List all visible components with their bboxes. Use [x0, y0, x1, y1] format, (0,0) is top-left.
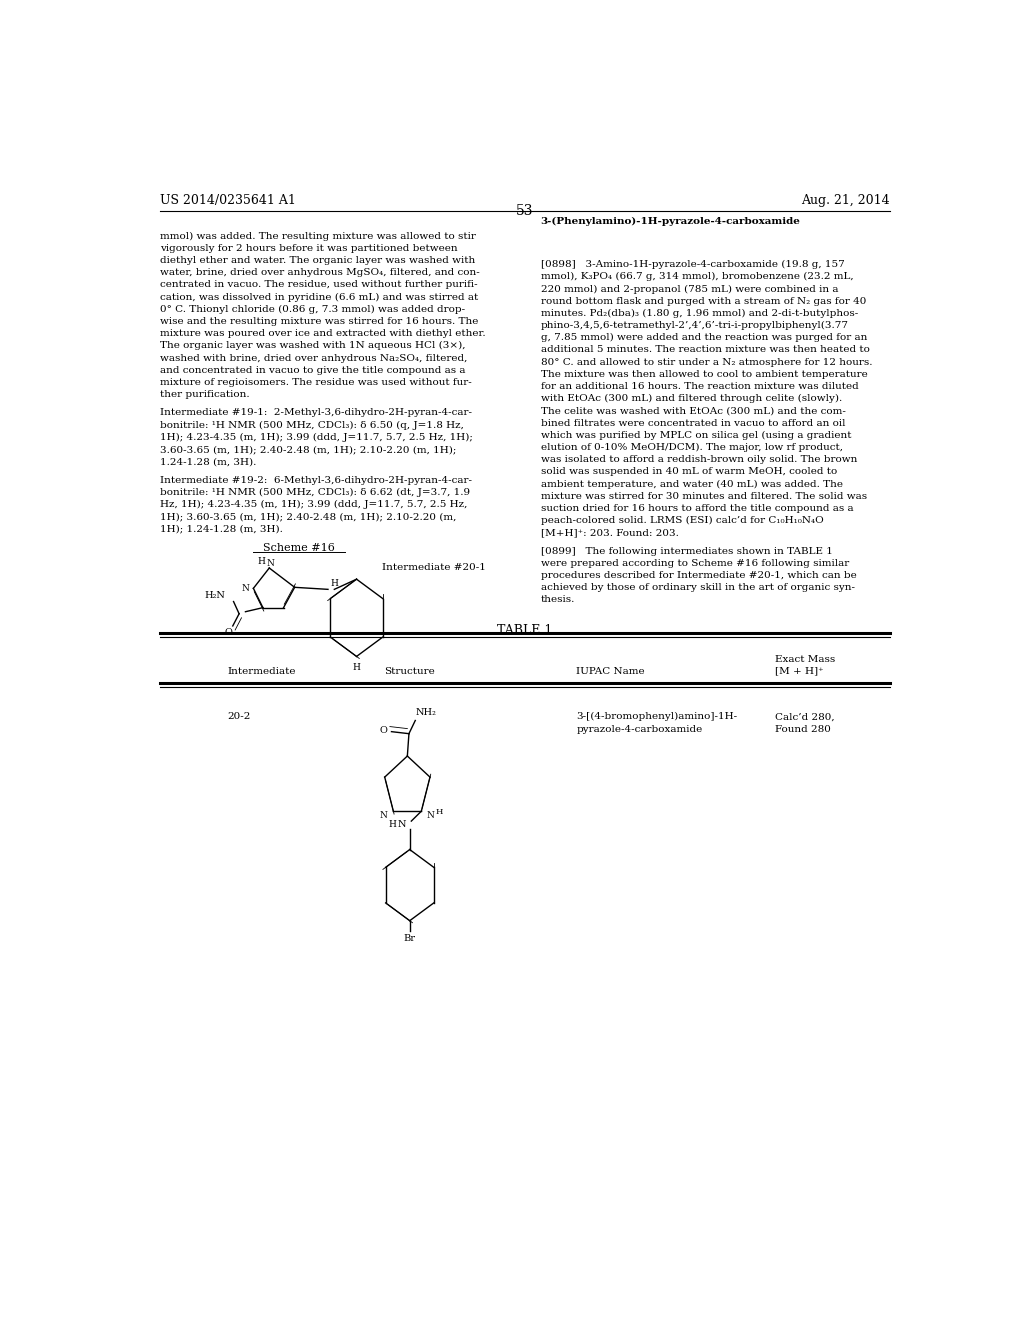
Text: bonitrile: ¹H NMR (500 MHz, CDCl₃): δ 6.50 (q, J=1.8 Hz,: bonitrile: ¹H NMR (500 MHz, CDCl₃): δ 6.…: [160, 421, 464, 430]
Text: suction dried for 16 hours to afford the title compound as a: suction dried for 16 hours to afford the…: [541, 504, 853, 513]
Text: for an additional 16 hours. The reaction mixture was diluted: for an additional 16 hours. The reaction…: [541, 381, 858, 391]
Text: O: O: [225, 627, 232, 636]
Text: 1H); 3.60-3.65 (m, 1H); 2.40-2.48 (m, 1H); 2.10-2.20 (m,: 1H); 3.60-3.65 (m, 1H); 2.40-2.48 (m, 1H…: [160, 512, 456, 521]
Text: 3.60-3.65 (m, 1H); 2.40-2.48 (m, 1H); 2.10-2.20 (m, 1H);: 3.60-3.65 (m, 1H); 2.40-2.48 (m, 1H); 2.…: [160, 445, 456, 454]
Text: 1.24-1.28 (m, 3H).: 1.24-1.28 (m, 3H).: [160, 457, 256, 466]
Text: N: N: [380, 810, 388, 820]
Text: centrated in vacuo. The residue, used without further purifi-: centrated in vacuo. The residue, used wi…: [160, 280, 477, 289]
Text: Intermediate #20-1: Intermediate #20-1: [382, 562, 485, 572]
Text: 3-[(4-bromophenyl)amino]-1H-: 3-[(4-bromophenyl)amino]-1H-: [577, 713, 737, 722]
Text: wise and the resulting mixture was stirred for 16 hours. The: wise and the resulting mixture was stirr…: [160, 317, 478, 326]
Text: Hz, 1H); 4.23-4.35 (m, 1H); 3.99 (ddd, J=11.7, 5.7, 2.5 Hz,: Hz, 1H); 4.23-4.35 (m, 1H); 3.99 (ddd, J…: [160, 500, 467, 510]
Text: achieved by those of ordinary skill in the art of organic syn-: achieved by those of ordinary skill in t…: [541, 583, 855, 593]
Text: g, 7.85 mmol) were added and the reaction was purged for an: g, 7.85 mmol) were added and the reactio…: [541, 333, 867, 342]
Text: H: H: [435, 808, 442, 816]
Text: H: H: [388, 820, 396, 829]
Text: cation, was dissolved in pyridine (6.6 mL) and was stirred at: cation, was dissolved in pyridine (6.6 m…: [160, 293, 478, 302]
Text: H: H: [352, 663, 360, 672]
Text: H: H: [331, 578, 338, 587]
Text: vigorously for 2 hours before it was partitioned between: vigorously for 2 hours before it was par…: [160, 244, 458, 252]
Text: round bottom flask and purged with a stream of N₂ gas for 40: round bottom flask and purged with a str…: [541, 297, 866, 306]
Text: 3-(Phenylamino)-1H-pyrazole-4-carboxamide: 3-(Phenylamino)-1H-pyrazole-4-carboxamid…: [541, 218, 801, 227]
Text: Br: Br: [403, 935, 416, 942]
Text: thesis.: thesis.: [541, 595, 575, 605]
Text: 80° C. and allowed to stir under a N₂ atmosphere for 12 hours.: 80° C. and allowed to stir under a N₂ at…: [541, 358, 872, 367]
Text: 53: 53: [516, 205, 534, 218]
Text: N: N: [427, 810, 435, 820]
Text: pyrazole-4-carboxamide: pyrazole-4-carboxamide: [577, 725, 702, 734]
Text: were prepared according to Scheme #16 following similar: were prepared according to Scheme #16 fo…: [541, 558, 849, 568]
Text: washed with brine, dried over anhydrous Na₂SO₄, filtered,: washed with brine, dried over anhydrous …: [160, 354, 467, 363]
Text: minutes. Pd₂(dba)₃ (1.80 g, 1.96 mmol) and 2-di-t-butylphos-: minutes. Pd₂(dba)₃ (1.80 g, 1.96 mmol) a…: [541, 309, 858, 318]
Text: phino-3,4,5,6-tetramethyl-2’,4’,6’-tri-i-propylbiphenyl(3.77: phino-3,4,5,6-tetramethyl-2’,4’,6’-tri-i…: [541, 321, 849, 330]
Text: mixture was stirred for 30 minutes and filtered. The solid was: mixture was stirred for 30 minutes and f…: [541, 492, 866, 500]
Text: ambient temperature, and water (40 mL) was added. The: ambient temperature, and water (40 mL) w…: [541, 479, 843, 488]
Text: procedures described for Intermediate #20-1, which can be: procedures described for Intermediate #2…: [541, 572, 856, 579]
Text: mmol), K₃PO₄ (66.7 g, 314 mmol), bromobenzene (23.2 mL,: mmol), K₃PO₄ (66.7 g, 314 mmol), bromobe…: [541, 272, 853, 281]
Text: Exact Mass: Exact Mass: [775, 656, 835, 664]
Text: water, brine, dried over anhydrous MgSO₄, filtered, and con-: water, brine, dried over anhydrous MgSO₄…: [160, 268, 479, 277]
Text: additional 5 minutes. The reaction mixture was then heated to: additional 5 minutes. The reaction mixtu…: [541, 346, 869, 354]
Text: H₂N: H₂N: [205, 591, 225, 601]
Text: 0° C. Thionyl chloride (0.86 g, 7.3 mmol) was added drop-: 0° C. Thionyl chloride (0.86 g, 7.3 mmol…: [160, 305, 465, 314]
Text: [0899]   The following intermediates shown in TABLE 1: [0899] The following intermediates shown…: [541, 546, 833, 556]
Text: mixture was poured over ice and extracted with diethyl ether.: mixture was poured over ice and extracte…: [160, 329, 485, 338]
Text: N: N: [397, 820, 407, 829]
Text: Intermediate: Intermediate: [227, 667, 296, 676]
Text: 20-2: 20-2: [227, 713, 251, 721]
Text: The mixture was then allowed to cool to ambient temperature: The mixture was then allowed to cool to …: [541, 370, 867, 379]
Text: 220 mmol) and 2-propanol (785 mL) were combined in a: 220 mmol) and 2-propanol (785 mL) were c…: [541, 284, 839, 293]
Text: and concentrated in vacuo to give the title compound as a: and concentrated in vacuo to give the ti…: [160, 366, 465, 375]
Text: [0898]   3-Amino-1H-pyrazole-4-carboxamide (19.8 g, 157: [0898] 3-Amino-1H-pyrazole-4-carboxamide…: [541, 260, 845, 269]
Text: Found 280: Found 280: [775, 725, 830, 734]
Text: The organic layer was washed with 1N aqueous HCl (3×),: The organic layer was washed with 1N aqu…: [160, 342, 465, 351]
Text: mixture of regioisomers. The residue was used without fur-: mixture of regioisomers. The residue was…: [160, 378, 471, 387]
Text: bined filtrates were concentrated in vacuo to afford an oil: bined filtrates were concentrated in vac…: [541, 418, 845, 428]
Text: N: N: [267, 560, 274, 569]
Text: Intermediate #19-2:  6-Methyl-3,6-dihydro-2H-pyran-4-car-: Intermediate #19-2: 6-Methyl-3,6-dihydro…: [160, 475, 472, 484]
Text: N: N: [242, 583, 250, 593]
Text: [M+H]⁺: 203. Found: 203.: [M+H]⁺: 203. Found: 203.: [541, 528, 679, 537]
Text: 1H); 4.23-4.35 (m, 1H); 3.99 (ddd, J=11.7, 5.7, 2.5 Hz, 1H);: 1H); 4.23-4.35 (m, 1H); 3.99 (ddd, J=11.…: [160, 433, 473, 442]
Text: TABLE 1: TABLE 1: [497, 624, 553, 638]
Text: diethyl ether and water. The organic layer was washed with: diethyl ether and water. The organic lay…: [160, 256, 475, 265]
Text: 1H); 1.24-1.28 (m, 3H).: 1H); 1.24-1.28 (m, 3H).: [160, 524, 283, 533]
Text: US 2014/0235641 A1: US 2014/0235641 A1: [160, 194, 296, 207]
Text: NH₂: NH₂: [416, 708, 437, 717]
Text: peach-colored solid. LRMS (ESI) calc’d for C₁₀H₁₀N₄O: peach-colored solid. LRMS (ESI) calc’d f…: [541, 516, 823, 525]
Text: solid was suspended in 40 mL of warm MeOH, cooled to: solid was suspended in 40 mL of warm MeO…: [541, 467, 837, 477]
Text: Scheme #16: Scheme #16: [263, 543, 335, 553]
Text: O: O: [380, 726, 387, 735]
Text: [M + H]⁺: [M + H]⁺: [775, 667, 823, 676]
Text: bonitrile: ¹H NMR (500 MHz, CDCl₃): δ 6.62 (dt, J=3.7, 1.9: bonitrile: ¹H NMR (500 MHz, CDCl₃): δ 6.…: [160, 487, 470, 496]
Text: IUPAC Name: IUPAC Name: [577, 667, 645, 676]
Text: mmol) was added. The resulting mixture was allowed to stir: mmol) was added. The resulting mixture w…: [160, 231, 475, 240]
Text: Structure: Structure: [384, 667, 435, 676]
Text: which was purified by MPLC on silica gel (using a gradient: which was purified by MPLC on silica gel…: [541, 430, 851, 440]
Text: The celite was washed with EtOAc (300 mL) and the com-: The celite was washed with EtOAc (300 mL…: [541, 407, 846, 416]
Text: Intermediate #19-1:  2-Methyl-3,6-dihydro-2H-pyran-4-car-: Intermediate #19-1: 2-Methyl-3,6-dihydro…: [160, 408, 472, 417]
Text: Aug. 21, 2014: Aug. 21, 2014: [801, 194, 890, 207]
Text: Calc’d 280,: Calc’d 280,: [775, 713, 835, 721]
Text: elution of 0-10% MeOH/DCM). The major, low rf product,: elution of 0-10% MeOH/DCM). The major, l…: [541, 444, 843, 453]
Text: with EtOAc (300 mL) and filtered through celite (slowly).: with EtOAc (300 mL) and filtered through…: [541, 395, 842, 404]
Text: was isolated to afford a reddish-brown oily solid. The brown: was isolated to afford a reddish-brown o…: [541, 455, 857, 465]
Text: ther purification.: ther purification.: [160, 391, 250, 399]
Text: H: H: [257, 557, 265, 566]
